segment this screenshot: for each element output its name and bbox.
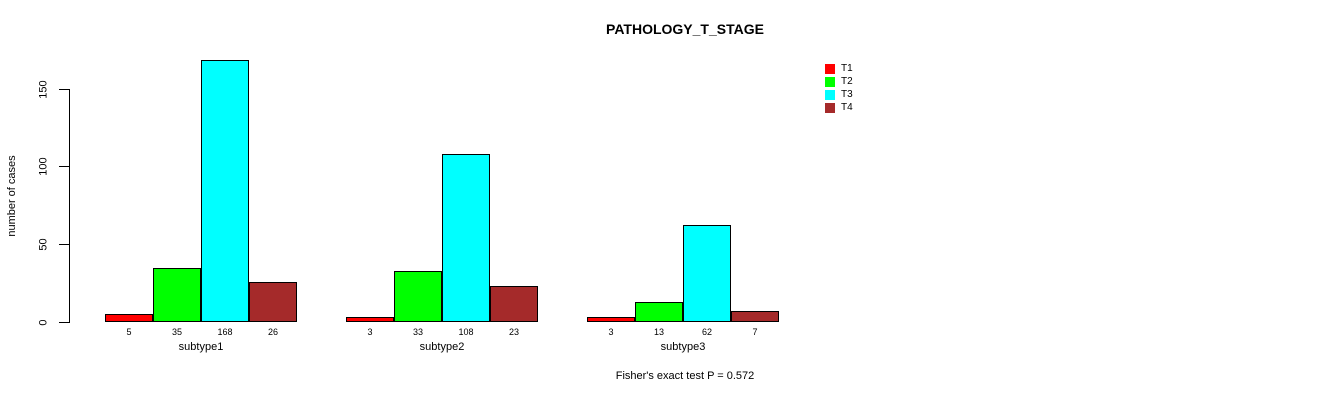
legend: T1 T2 T3 T4 <box>825 62 853 114</box>
bar-t3-subtype2 <box>442 154 490 322</box>
y-tick <box>59 244 69 245</box>
bar-t4-subtype1 <box>249 282 297 322</box>
x-category-label: subtype1 <box>178 341 224 353</box>
legend-label: T4 <box>841 102 853 113</box>
y-tick-label: 0 <box>37 319 50 326</box>
y-tick-label: 150 <box>37 80 50 99</box>
annotation-text: Fisher's exact test P = 0.572 <box>615 370 755 382</box>
legend-item-t3: T3 <box>825 88 853 101</box>
bar-value-label: 26 <box>267 327 278 337</box>
y-tick <box>59 166 69 167</box>
bar-value-label: 7 <box>752 327 758 337</box>
legend-item-t2: T2 <box>825 75 853 88</box>
bar-t1-subtype2 <box>346 317 394 322</box>
bar-t2-subtype1 <box>153 268 201 322</box>
bar-value-label: 3 <box>367 327 373 337</box>
bar-value-label: 5 <box>126 327 132 337</box>
legend-swatch-t1 <box>825 63 835 74</box>
legend-swatch-t4 <box>825 102 835 113</box>
legend-item-t4: T4 <box>825 101 853 114</box>
legend-label: T3 <box>841 89 853 100</box>
bar-value-label: 33 <box>412 327 423 337</box>
bar-t1-subtype1 <box>105 314 153 322</box>
bar-value-label: 108 <box>458 327 474 337</box>
bar-t3-subtype1 <box>201 60 249 322</box>
y-tick <box>59 322 69 323</box>
bar-value-label: 62 <box>701 327 712 337</box>
bar-t2-subtype2 <box>394 271 442 322</box>
y-tick-label: 100 <box>37 157 50 176</box>
x-category-label: subtype2 <box>419 341 465 353</box>
bar-value-label: 3 <box>608 327 614 337</box>
legend-label: T2 <box>841 76 853 87</box>
bar-t3-subtype3 <box>683 225 731 322</box>
bar-value-label: 13 <box>653 327 664 337</box>
bar-t4-subtype3 <box>731 311 779 322</box>
legend-item-t1: T1 <box>825 62 853 75</box>
legend-swatch-t2 <box>825 76 835 87</box>
chart-title: PATHOLOGY_T_STAGE <box>606 21 764 37</box>
y-tick <box>59 89 69 90</box>
bar-value-label: 35 <box>171 327 182 337</box>
legend-swatch-t3 <box>825 89 835 100</box>
y-axis-title: number of cases <box>6 155 18 237</box>
bar-t2-subtype3 <box>635 302 683 322</box>
legend-label: T1 <box>841 63 853 74</box>
bar-t4-subtype2 <box>490 286 538 322</box>
x-category-label: subtype3 <box>660 341 706 353</box>
bar-t1-subtype3 <box>587 317 635 322</box>
y-axis-line <box>69 89 70 323</box>
y-tick-label: 50 <box>37 238 50 251</box>
bar-value-label: 168 <box>217 327 233 337</box>
bar-value-label: 23 <box>508 327 519 337</box>
